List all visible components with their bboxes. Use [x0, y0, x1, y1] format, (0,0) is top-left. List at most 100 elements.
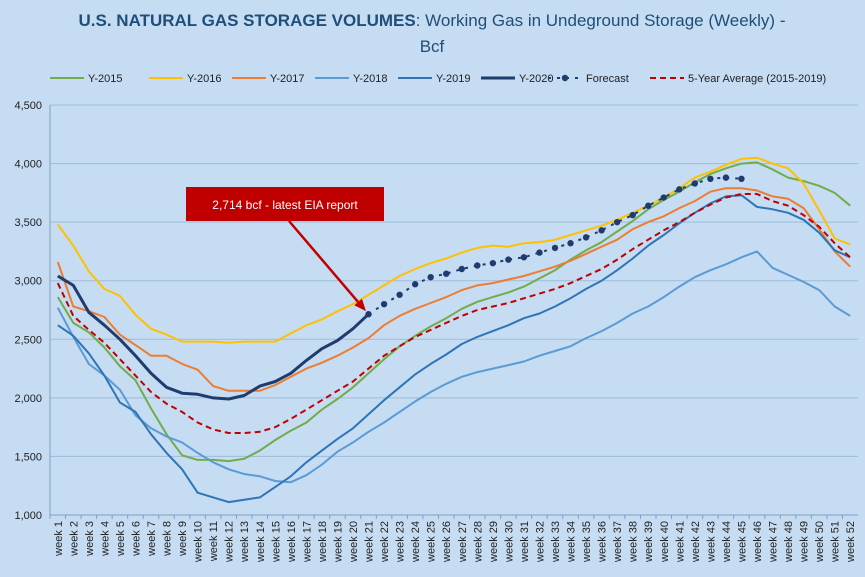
- forecast-point: [536, 249, 543, 256]
- x-tick-label: week 38: [628, 521, 640, 563]
- x-tick-label: week 14: [255, 521, 267, 563]
- legend-item: Y-2017: [232, 73, 304, 85]
- forecast-point: [411, 281, 419, 288]
- series-y-2018: [56, 250, 851, 484]
- x-tick-label: week 16: [286, 521, 298, 563]
- x-tick-label: week 5: [115, 521, 127, 557]
- x-tick-label: week 46: [752, 521, 764, 563]
- x-axis: week 1 week 2 week 3 week 4 week 5 week 6 week…: [49, 515, 857, 563]
- x-tick-label: week 37: [612, 521, 624, 563]
- x-tick-label: week 35: [581, 521, 593, 563]
- forecast-point: [365, 311, 372, 318]
- x-tick-label: week 18: [317, 521, 329, 563]
- forecast-point: [598, 227, 605, 234]
- callout-box: [186, 187, 384, 221]
- x-tick-label: week 28: [472, 521, 484, 563]
- x-tick-label: week 41: [674, 521, 686, 563]
- series-line: [56, 187, 851, 392]
- y-tick-label: 3,000: [14, 276, 42, 288]
- x-tick-label: week 34: [566, 521, 578, 563]
- legend-label: Y-2019: [436, 73, 470, 85]
- forecast-point: [443, 270, 450, 277]
- y-tick-label: 1,000: [14, 510, 42, 522]
- legend-item: 5-Year Average (2015-2019): [650, 73, 826, 85]
- legend-marker: [561, 74, 569, 82]
- y-tick-label: 4,000: [14, 159, 42, 171]
- x-tick-label: week 30: [503, 521, 515, 563]
- x-tick-label: week 52: [845, 521, 857, 563]
- x-tick-label: week 31: [519, 521, 531, 563]
- forecast-point: [722, 174, 730, 181]
- series-line: [56, 161, 851, 463]
- forecast-point: [458, 265, 465, 273]
- x-tick-label: week 17: [301, 521, 313, 563]
- x-tick-label: week 8: [162, 521, 174, 557]
- x-tick-label: week 25: [426, 521, 438, 563]
- chart-legend: Y-2015 Y-2016 Y-2017 Y-2018 Y-2019 Y-2020 Fore…: [50, 73, 826, 85]
- series-y-2015: [56, 161, 851, 463]
- x-tick-label: week 32: [534, 521, 546, 563]
- callout-arrow: [288, 220, 360, 303]
- x-tick-label: week 22: [379, 521, 391, 563]
- legend-label: Y-2017: [270, 73, 304, 85]
- legend-item: Forecast: [548, 73, 629, 85]
- series-5-year-average-2015-2019: [56, 193, 851, 434]
- x-tick-label: week 48: [783, 521, 795, 563]
- series-forecast: [365, 174, 745, 318]
- x-tick-label: week 15: [270, 521, 282, 563]
- legend-label: Y-2020: [519, 73, 553, 85]
- series-line: [57, 194, 851, 504]
- x-tick-label: week 26: [441, 521, 453, 563]
- forecast-point: [660, 194, 667, 201]
- forecast-point: [505, 256, 512, 263]
- legend-item: Y-2019: [398, 73, 470, 85]
- forecast-point: [520, 254, 528, 261]
- x-tick-label: week 42: [690, 521, 702, 563]
- chart-title: U.S. NATURAL GAS STORAGE VOLUMES: Workin…: [79, 11, 786, 30]
- x-tick-label: week 7: [146, 521, 158, 557]
- forecast-point: [567, 240, 574, 247]
- y-tick-label: 3,500: [14, 217, 42, 229]
- series-group: [56, 156, 851, 504]
- legend-label: Y-2018: [353, 73, 387, 85]
- forecast-point: [707, 175, 714, 182]
- x-tick-label: week 1: [53, 521, 65, 557]
- forecast-point: [396, 291, 403, 298]
- x-tick-label: week 47: [768, 521, 780, 563]
- x-tick-label: week 11: [208, 521, 220, 562]
- series-y-2017: [56, 187, 851, 392]
- x-tick-label: week 6: [130, 521, 142, 557]
- x-tick-label: week 13: [239, 521, 251, 563]
- x-tick-label: week 40: [659, 521, 671, 563]
- x-tick-label: week 51: [830, 521, 842, 563]
- legend-label: Forecast: [586, 73, 629, 85]
- chart-title-line2: Bcf: [420, 37, 445, 56]
- forecast-point: [582, 234, 590, 241]
- legend-label: Y-2015: [88, 73, 122, 85]
- x-tick-label: week 12: [224, 521, 236, 563]
- x-tick-label: week 4: [99, 521, 111, 557]
- series-y-2020: [57, 274, 370, 401]
- series-line: [57, 274, 370, 401]
- x-tick-label: week 29: [488, 521, 500, 563]
- legend-item: Y-2016: [149, 73, 221, 85]
- x-tick-label: week 24: [410, 521, 422, 563]
- x-tick-label: week 3: [84, 521, 96, 557]
- callout-arrow-head: [354, 298, 366, 312]
- series-line: [56, 250, 851, 484]
- legend-item: Y-2015: [50, 73, 122, 85]
- x-tick-label: week 2: [68, 521, 80, 557]
- series-line: [56, 156, 851, 344]
- forecast-point: [645, 202, 652, 209]
- x-tick-label: week 36: [597, 521, 609, 563]
- forecast-point: [551, 244, 559, 252]
- x-tick-label: week 44: [721, 521, 733, 563]
- legend-item: Y-2018: [315, 73, 387, 85]
- x-tick-label: week 20: [348, 521, 360, 563]
- annotation-callout: 2,714 bcf - latest EIA report: [186, 187, 384, 312]
- callout-label: 2,714 bcf - latest EIA report: [212, 198, 358, 212]
- x-tick-label: week 19: [332, 521, 344, 563]
- forecast-point: [380, 300, 388, 308]
